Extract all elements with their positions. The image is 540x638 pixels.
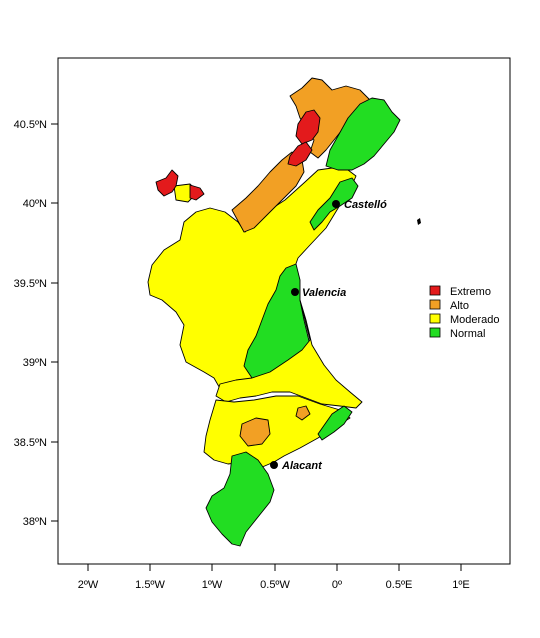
y-tick-label: 40.5ºN	[14, 119, 47, 131]
region-moderado-coast	[215, 299, 363, 409]
x-tick-label: 1ºE	[452, 579, 469, 591]
region-extremo-north-b	[287, 141, 313, 167]
region-alto-west	[231, 151, 305, 233]
region-normal-southeast	[317, 405, 353, 441]
x-tick-label: 0º	[332, 579, 342, 591]
city-dot-castello	[332, 200, 340, 208]
city-label-alacant: Alacant	[281, 460, 323, 472]
legend-label-extremo: Extremo	[450, 286, 491, 298]
city-dot-valencia	[291, 288, 299, 296]
region-extremo-exclave	[155, 169, 179, 197]
city-label-valencia: Valencia	[302, 287, 346, 299]
region-normal-northeast	[325, 97, 401, 171]
y-tick-label: 39ºN	[23, 357, 47, 369]
region-alto-south	[239, 417, 271, 447]
legend-label-normal: Normal	[450, 328, 485, 340]
city-markers: Castelló Valencia Alacant	[270, 199, 387, 472]
legend-swatch-moderado	[429, 313, 441, 324]
legend-swatch-normal	[429, 327, 441, 338]
x-axis	[87, 564, 462, 571]
legend-label-alto: Alto	[450, 300, 469, 312]
y-tick-label: 40ºN	[23, 198, 47, 210]
x-tick-label: 1.5ºW	[135, 579, 165, 591]
legend-swatch-extremo	[429, 285, 441, 296]
x-tick-label: 1ºW	[202, 579, 223, 591]
legend-swatch-alto	[429, 299, 441, 310]
x-tick-label: 2ºW	[78, 579, 99, 591]
island-shape	[417, 218, 421, 225]
city-dot-alacant	[270, 461, 278, 469]
x-tick-label: 0.5ºW	[260, 579, 290, 591]
y-tick-label: 39.5ºN	[14, 278, 47, 290]
y-tick-label: 38ºN	[23, 516, 47, 528]
plot-frame	[57, 57, 511, 565]
y-axis	[51, 123, 58, 522]
legend: Extremo Alto Moderado Normal	[429, 285, 500, 340]
city-label-castello: Castelló	[344, 199, 387, 211]
region-extremo-north	[295, 109, 321, 145]
region-alto-south-b	[295, 405, 311, 421]
region-moderado-south	[203, 395, 351, 469]
region-extremo-exclave-b	[189, 184, 205, 201]
x-tick-label: 0.5ºE	[386, 579, 413, 591]
map-regions	[147, 77, 401, 547]
region-normal-alicante	[205, 451, 275, 547]
y-tick-label: 38.5ºN	[14, 437, 47, 449]
legend-label-moderado: Moderado	[450, 314, 500, 326]
